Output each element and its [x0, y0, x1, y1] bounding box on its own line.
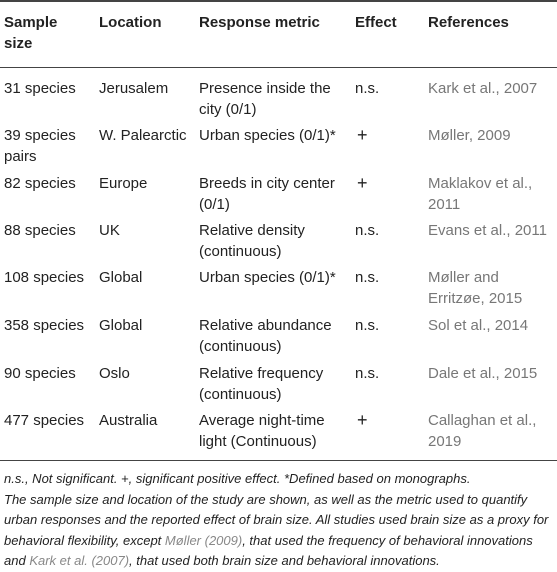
cell-effect: +: [357, 173, 368, 193]
cell-effect: +: [357, 410, 368, 430]
cell-sample-size: 88 species: [4, 222, 76, 239]
cell-effect: n.s.: [355, 80, 380, 97]
cell-response-metric: Relative density (continuous): [199, 222, 305, 260]
cell-reference: Møller, 2009: [428, 127, 511, 144]
header-location: Location: [99, 14, 162, 31]
table-footnote: n.s., Not significant. +, significant po…: [4, 469, 554, 572]
footnote-description: The sample size and location of the stud…: [4, 490, 554, 572]
footnote-abbreviations: n.s., Not significant. +, significant po…: [4, 471, 471, 486]
cell-reference: Sol et al., 2014: [428, 317, 529, 334]
cell-sample-size: 477 species: [4, 412, 85, 429]
cell-sample-size: 90 species: [4, 365, 76, 382]
cell-sample-size: 108 species: [4, 269, 85, 286]
bottom-rule: [0, 460, 557, 461]
cell-location: Oslo: [99, 365, 130, 382]
cell-location: Europe: [99, 175, 148, 192]
cell-effect: n.s.: [355, 269, 380, 286]
cell-reference: Callaghan et al., 2019: [428, 412, 537, 450]
cell-location: W. Palearctic: [99, 127, 187, 144]
cell-sample-size: 358 species: [4, 317, 85, 334]
cell-response-metric: Urban species (0/1)*: [199, 127, 336, 144]
cell-response-metric: Average night-time light (Continuous): [199, 412, 325, 450]
citation-link-kark[interactable]: Kark et al. (2007): [29, 553, 130, 568]
header-references: References: [428, 14, 509, 31]
cell-location: UK: [99, 222, 120, 239]
cell-sample-size: 31 species: [4, 80, 76, 97]
cell-reference: Dale et al., 2015: [428, 365, 538, 382]
cell-reference: Maklakov et al., 2011: [428, 175, 533, 213]
cell-sample-size: 82 species: [4, 175, 76, 192]
top-rule: [0, 0, 557, 2]
footnote-text: The sample size and location of the stud…: [4, 491, 549, 548]
footnote-text: , that used the frequency of behavioral …: [4, 532, 533, 569]
cell-sample-size: 39 species pairs: [4, 127, 76, 165]
cell-location: Australia: [99, 412, 158, 429]
cell-response-metric: Urban species (0/1)*: [199, 269, 336, 286]
citation-link-moller[interactable]: Møller (2009): [164, 532, 243, 548]
cell-location: Global: [99, 269, 143, 286]
cell-reference: Kark et al., 2007: [428, 80, 538, 97]
header-rule: [0, 67, 557, 68]
cell-reference: Møller and Erritzøe, 2015: [428, 269, 523, 307]
cell-response-metric: Breeds in city center (0/1): [199, 175, 335, 213]
cell-effect: +: [357, 125, 368, 145]
cell-location: Jerusalem: [99, 80, 169, 97]
header-effect: Effect: [355, 14, 397, 31]
cell-effect: n.s.: [355, 365, 380, 382]
cell-response-metric: Relative frequency (continuous): [199, 365, 324, 403]
header-sample-size: Sample size: [4, 14, 58, 52]
cell-response-metric: Relative abundance (continuous): [199, 317, 332, 355]
footnote-text: , that used both brain size and behavior…: [129, 553, 440, 568]
cell-effect: n.s.: [355, 222, 380, 239]
cell-location: Global: [99, 317, 143, 334]
cell-effect: n.s.: [355, 317, 380, 334]
header-response-metric: Response metric: [199, 14, 320, 31]
cell-response-metric: Presence inside the city (0/1): [199, 80, 331, 118]
cell-reference: Evans et al., 2011: [428, 222, 547, 239]
